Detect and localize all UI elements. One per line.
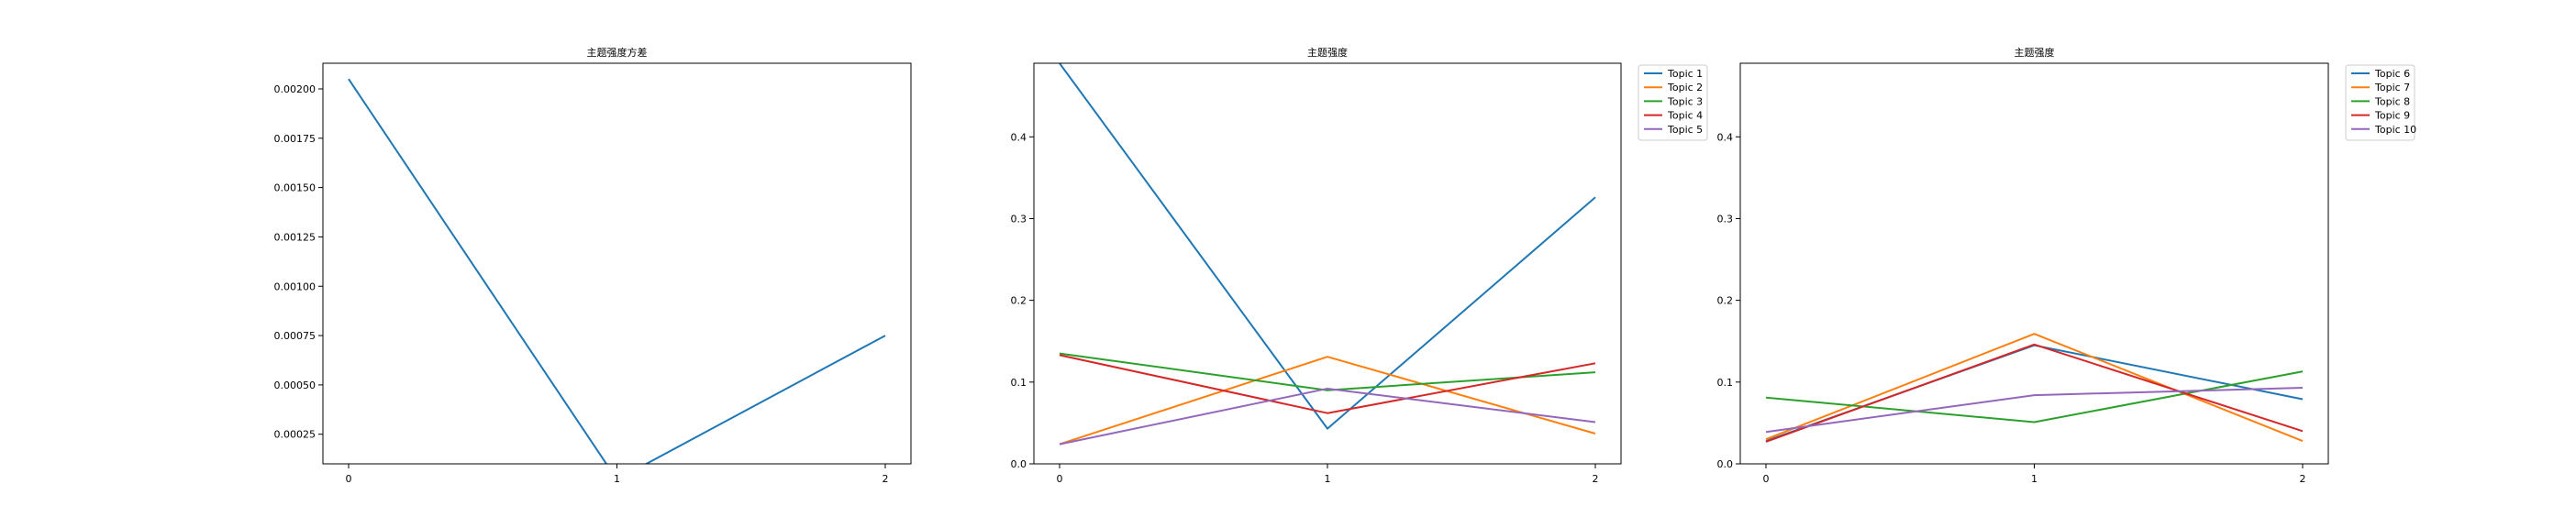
x-tick-label: 0 xyxy=(1763,473,1770,485)
chart-title: 主题强度方差 xyxy=(587,46,648,59)
legend-label: Topic 1 xyxy=(1667,68,1703,80)
legend-label: Topic 9 xyxy=(2374,110,2410,122)
x-tick-label: 2 xyxy=(2300,473,2306,485)
x-tick-label: 0 xyxy=(346,473,352,485)
y-tick-label: 0.00075 xyxy=(274,330,316,342)
y-tick-label: 0.1 xyxy=(1717,377,1734,389)
x-tick-label: 2 xyxy=(883,473,889,485)
y-tick-label: 0.2 xyxy=(1717,295,1734,307)
legend-label: Topic 6 xyxy=(2374,68,2410,80)
series-line-1 xyxy=(348,78,886,464)
subplots-group: 0 1 2 0.00025 0.00050 0.00075 0.00100 0.00125 0.… xyxy=(274,46,2417,485)
y-tick-label: 0.00200 xyxy=(274,83,316,95)
y-tick-label: 0.4 xyxy=(1717,131,1734,143)
x-tick-label: 1 xyxy=(614,473,620,485)
x-tick-label: 0 xyxy=(1057,473,1063,485)
series-line-topic-8 xyxy=(1765,370,2304,424)
x-tick-label: 1 xyxy=(2031,473,2037,485)
legend-label: Topic 7 xyxy=(2374,82,2410,94)
series-line-topic-5 xyxy=(1059,387,1596,446)
y-tick-label: 0.3 xyxy=(1717,213,1734,225)
series-line-topic-3 xyxy=(1059,352,1596,391)
x-tick-label: 2 xyxy=(1593,473,1599,485)
legend-box xyxy=(2345,64,2415,141)
y-tick-label: 0.3 xyxy=(1011,213,1027,225)
y-tick-label: 0.0 xyxy=(1717,458,1734,470)
series-line-topic-9 xyxy=(1765,343,2304,443)
y-tick-label: 0.00125 xyxy=(274,231,316,243)
series-line-topic-7 xyxy=(1765,333,2304,442)
x-tick-label: 1 xyxy=(1325,473,1331,485)
y-tick-label: 0.1 xyxy=(1011,377,1027,389)
y-tick-label: 0.00100 xyxy=(274,280,316,292)
legend-label: Topic 4 xyxy=(1667,110,1703,122)
series-line-topic-4 xyxy=(1059,354,1596,414)
legend-box xyxy=(1638,64,1708,141)
y-tick-label: 0.00025 xyxy=(274,429,316,441)
legend-label: Topic 5 xyxy=(1667,124,1703,136)
series-line-topic-2 xyxy=(1059,356,1596,446)
series-line-topic-10 xyxy=(1765,387,2304,434)
legend-label: Topic 8 xyxy=(2374,95,2410,107)
y-tick-label: 0.00150 xyxy=(274,182,316,194)
legend-label: Topic 10 xyxy=(2374,124,2416,136)
y-tick-label: 0.00050 xyxy=(274,380,316,391)
y-tick-label: 0.00175 xyxy=(274,133,316,145)
legend-label: Topic 2 xyxy=(1667,82,1703,94)
y-tick-label: 0.4 xyxy=(1011,131,1027,143)
legend-label: Topic 3 xyxy=(1667,95,1703,107)
y-tick-label: 0.0 xyxy=(1011,458,1027,470)
series-line-topic-1 xyxy=(1059,63,1596,430)
chart-title: 主题强度 xyxy=(2015,46,2055,59)
chart-title: 主题强度 xyxy=(1307,46,1348,59)
subplot-1: 0 1 2 0.00025 0.00050 0.00075 0.00100 0.00125 0.… xyxy=(274,46,912,485)
y-tick-label: 0.2 xyxy=(1011,295,1027,307)
